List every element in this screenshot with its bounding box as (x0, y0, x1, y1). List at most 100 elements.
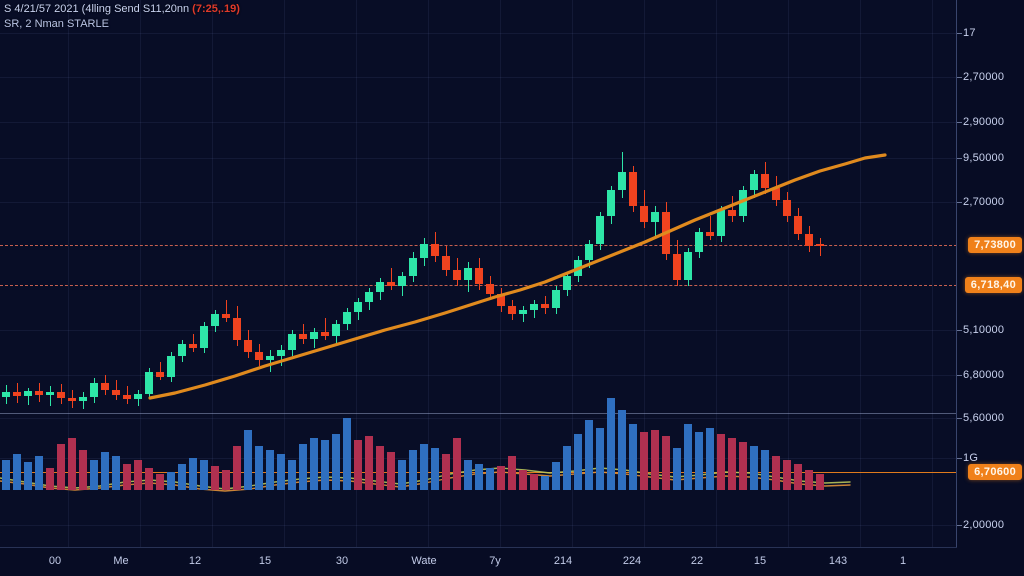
candlestick (244, 330, 252, 358)
volume-bar (167, 472, 175, 490)
time-axis-label: 15 (258, 555, 272, 567)
candle-body (442, 256, 450, 270)
volume-bar (541, 476, 549, 490)
volume-bar (695, 432, 703, 490)
volume-bar (563, 446, 571, 490)
price-axis-label: 2,70000 (956, 196, 1005, 208)
price-axis-label: 1G (956, 452, 979, 464)
candle-body (475, 268, 483, 284)
candle-body (233, 318, 241, 340)
price-axis[interactable]: 17 2,70000 2,90000 9,50000 2,70000 5,10000 6,8… (956, 0, 1024, 576)
candlestick (2, 385, 10, 404)
candlestick (310, 328, 318, 348)
price-badge[interactable]: 6,70600 (968, 464, 1022, 480)
volume-bar (750, 446, 758, 490)
price-axis-label: 17 (957, 27, 976, 39)
price-axis-label: 2,70000 (956, 71, 1005, 83)
candle-body (596, 216, 604, 244)
volume-bar (398, 460, 406, 490)
candle-body (651, 212, 659, 222)
candlestick (354, 298, 362, 320)
candle-body (497, 294, 505, 306)
candlestick (431, 232, 439, 262)
volume-bar (684, 424, 692, 490)
volume-bar (486, 468, 494, 490)
candle-body (200, 326, 208, 348)
volume-bar (772, 456, 780, 490)
candlestick (486, 276, 494, 300)
candlestick (508, 300, 516, 320)
candle-body (134, 394, 142, 399)
time-axis-label: 22 (690, 555, 704, 567)
candlestick (607, 186, 615, 224)
price-axis-label: 5,10000 (956, 324, 1005, 336)
time-axis-label: 143 (828, 555, 848, 567)
candle-body (816, 244, 824, 246)
candle-body (486, 284, 494, 294)
candle-body (409, 258, 417, 276)
gridline-horizontal (0, 77, 957, 78)
volume-bar (387, 452, 395, 490)
candlestick (134, 390, 142, 406)
candlestick (35, 383, 43, 402)
candle-body (761, 174, 769, 188)
price-badge[interactable]: 6,718,40 (964, 277, 1022, 293)
candlestick (574, 256, 582, 282)
candlestick (24, 388, 32, 405)
volume-bar (57, 444, 65, 490)
volume-bar (761, 450, 769, 490)
volume-bar (255, 446, 263, 490)
candle-wick (731, 196, 733, 222)
candle-body (398, 276, 406, 286)
price-badge[interactable]: 7,73800 (968, 237, 1022, 253)
candlestick (112, 380, 120, 400)
candlestick (211, 310, 219, 332)
volume-bar (442, 454, 450, 490)
candlestick (266, 350, 274, 372)
candle-body (123, 395, 131, 399)
candle-wick (390, 268, 392, 290)
candle-wick (192, 334, 194, 352)
price-axis-label: 5,60000 (956, 412, 1005, 424)
volume-bar (134, 460, 142, 490)
volume-bar (354, 440, 362, 490)
candlestick (68, 390, 76, 408)
price-axis-label: 2,90000 (956, 116, 1005, 128)
candlestick (200, 322, 208, 353)
candle-body (343, 312, 351, 324)
volume-bar (651, 430, 659, 490)
gridline-horizontal (0, 158, 957, 159)
gridline-horizontal (0, 525, 957, 526)
volume-bar (178, 464, 186, 490)
time-axis[interactable]: 00 Me 12 15 30 Wate 7y 214 224 22 15 143 1 (0, 547, 957, 576)
time-axis-label: 7y (489, 555, 501, 567)
volume-bar (409, 450, 417, 490)
candlestick (475, 258, 483, 290)
volume-bar (299, 444, 307, 490)
volume-bar (310, 438, 318, 490)
candle-body (68, 398, 76, 401)
candlestick (585, 240, 593, 268)
candle-body (112, 390, 120, 395)
time-axis-label: 214 (553, 555, 573, 567)
candle-body (90, 383, 98, 397)
volume-bar (200, 460, 208, 490)
candle-body (310, 332, 318, 339)
time-axis-label: 1 (899, 555, 907, 567)
candlestick (816, 238, 824, 256)
panel-separator (0, 413, 957, 414)
volume-bar (519, 470, 527, 490)
price-axis-label: 6,80000 (956, 369, 1005, 381)
gridline-horizontal (0, 330, 957, 331)
candle-wick (819, 238, 821, 256)
time-axis-label: Me (113, 555, 129, 567)
gridline-horizontal (0, 33, 957, 34)
candlestick (90, 378, 98, 403)
volume-bar (475, 464, 483, 490)
candlestick (519, 306, 527, 322)
candlestick (640, 190, 648, 228)
volume-bar (673, 448, 681, 490)
gridline-vertical (932, 0, 933, 548)
candle-body (420, 244, 428, 258)
